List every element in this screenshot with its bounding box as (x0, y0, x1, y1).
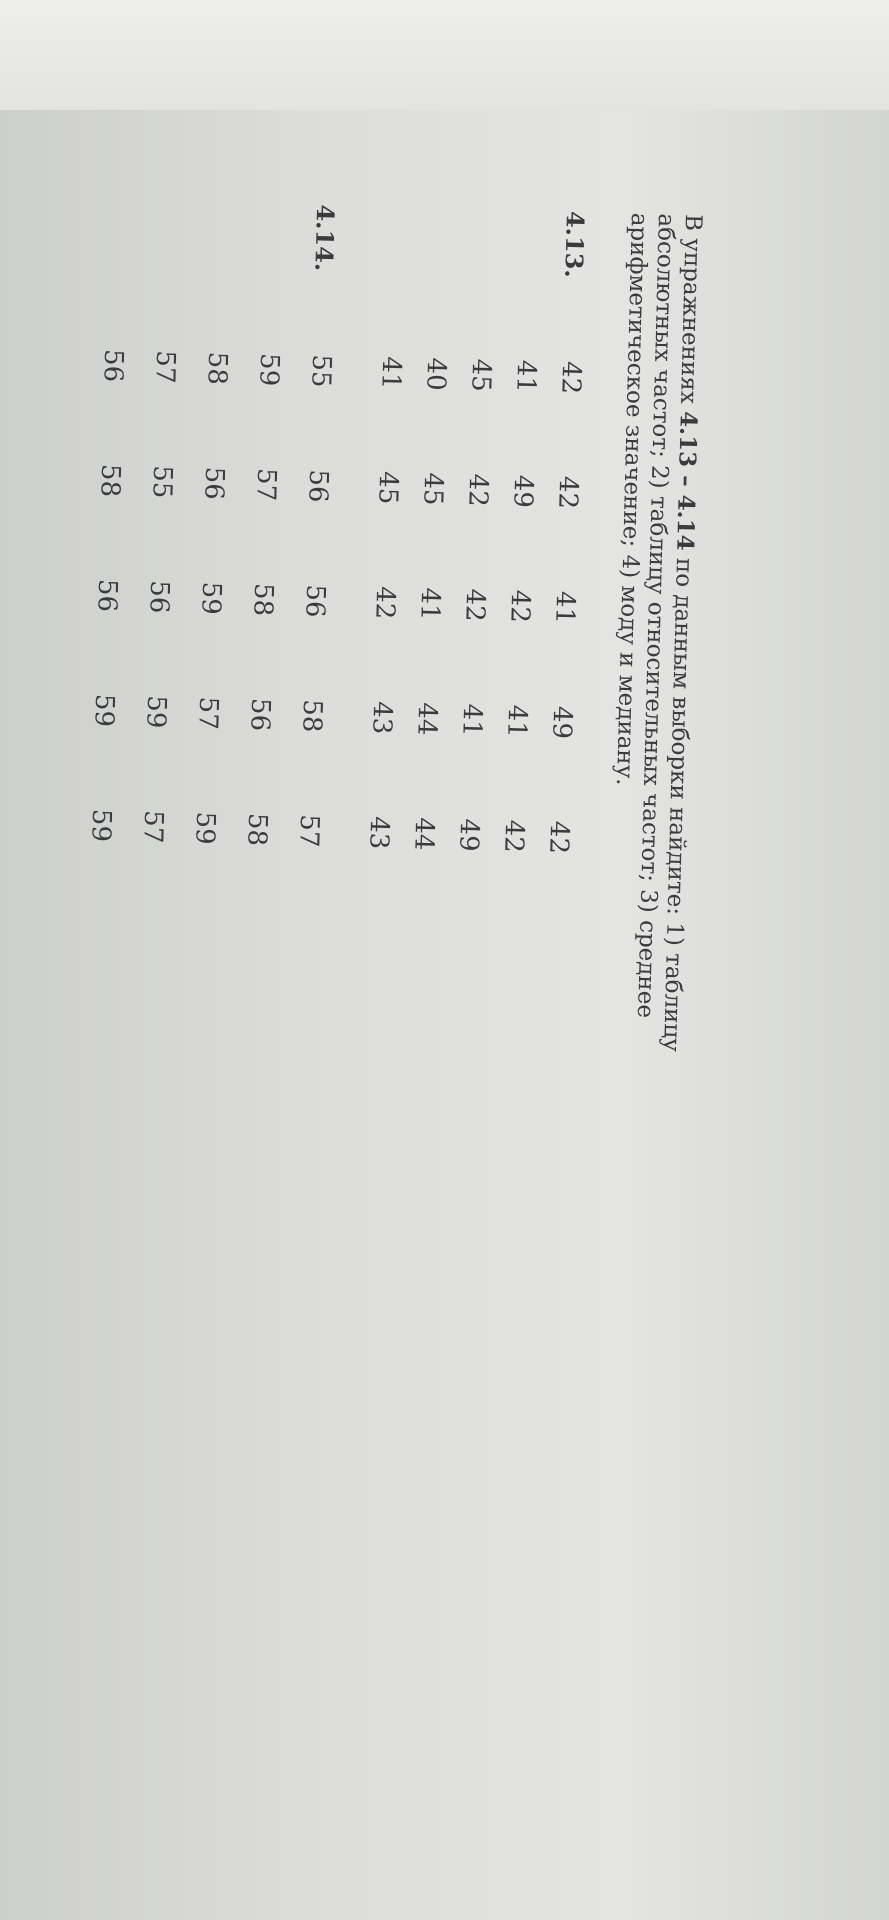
data-value: 56 (302, 469, 334, 503)
data-value: 59 (140, 694, 172, 729)
data-value: 58 (296, 698, 328, 733)
data-value: 56 (143, 579, 175, 614)
data-value: 58 (241, 812, 273, 847)
exercise-4-13: 4.13. 42 42 41 49 42 41 49 42 41 42 45 42 42 41 49 40 45… (346, 206, 590, 937)
sample-data-grid: 42 42 41 49 42 41 49 42 41 42 45 42 42 41 49 40 45 41 44 44… (346, 356, 586, 937)
data-value: 57 (149, 350, 181, 384)
data-value: 41 (456, 703, 488, 738)
data-value: 45 (372, 470, 404, 505)
data-value: 42 (369, 585, 401, 620)
exercise-4-14: 4.14. 55 56 56 58 57 59 57 58 56 58 58 56 59 57 59 57 55… (61, 198, 340, 930)
data-value: 59 (88, 693, 120, 728)
data-value: 56 (244, 697, 276, 732)
data-value: 49 (453, 818, 485, 852)
data-value: 42 (543, 820, 575, 855)
exercise-label: 4.14. (309, 204, 341, 272)
data-value: 43 (366, 700, 398, 735)
data-value: 41 (549, 590, 581, 625)
textbook-page (0, 110, 889, 1920)
data-value: 57 (293, 813, 325, 848)
data-value: 42 (552, 475, 584, 510)
rotated-text-block: В упражнениях 4.13 – 4.14 по данным выбо… (0, 197, 725, 1615)
data-value: 56 (91, 578, 123, 613)
data-value: 59 (253, 352, 285, 387)
data-value: 59 (189, 811, 221, 846)
data-value: 42 (459, 588, 491, 623)
data-value: 58 (94, 463, 126, 498)
data-value: 44 (411, 701, 443, 736)
data-value: 42 (555, 360, 587, 395)
data-value: 58 (201, 351, 233, 386)
data-value: 42 (504, 589, 536, 624)
data-value: 40 (420, 357, 452, 391)
data-value: 41 (414, 587, 446, 621)
data-value: 56 (97, 348, 129, 383)
data-value: 45 (417, 472, 449, 506)
data-value: 58 (247, 582, 279, 617)
instruction-prefix: В упражнениях (674, 213, 707, 412)
data-value: 45 (465, 358, 497, 393)
data-value: 41 (501, 704, 533, 739)
data-value: 41 (375, 355, 407, 390)
data-value: 57 (192, 696, 224, 731)
data-value: 49 (546, 705, 578, 740)
exercise-instructions: В упражнениях 4.13 – 4.14 по данным выбо… (601, 212, 707, 1134)
data-value: 57 (250, 467, 282, 502)
data-value: 49 (507, 474, 539, 509)
exercise-label: 4.13. (559, 210, 591, 279)
instruction-range: 4.13 – 4.14 (671, 410, 702, 552)
data-value: 42 (462, 473, 494, 508)
data-value: 43 (363, 815, 395, 850)
data-value: 56 (198, 466, 230, 501)
data-value: 42 (498, 819, 530, 854)
background-surface (0, 0, 889, 120)
data-value: 44 (408, 816, 440, 851)
data-value: 41 (510, 359, 542, 394)
data-value: 57 (137, 809, 169, 844)
data-value: 59 (85, 808, 117, 843)
data-value: 59 (195, 581, 227, 616)
data-value: 55 (146, 464, 178, 499)
data-value: 56 (299, 584, 331, 618)
data-value: 55 (305, 354, 337, 388)
sample-data-grid: 55 56 56 58 57 59 57 58 56 58 58 56 59 57 59 57 55 56 59 57… (61, 348, 336, 930)
